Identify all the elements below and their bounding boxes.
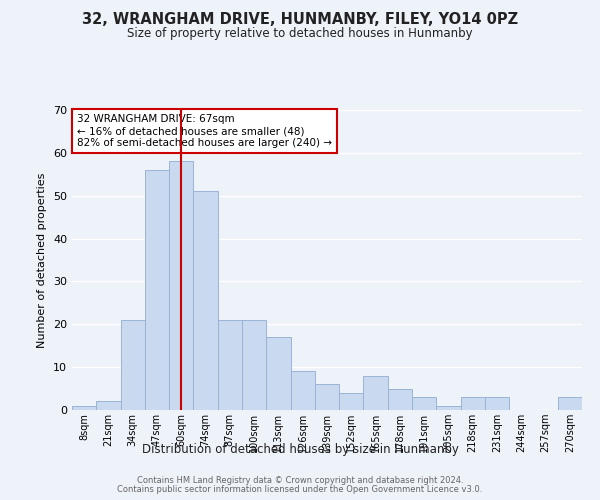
Bar [388, 388, 412, 410]
Bar [339, 393, 364, 410]
Bar [290, 372, 315, 410]
Bar [485, 397, 509, 410]
Bar [364, 376, 388, 410]
Text: Contains public sector information licensed under the Open Government Licence v3: Contains public sector information licen… [118, 485, 482, 494]
Text: 32 WRANGHAM DRIVE: 67sqm
← 16% of detached houses are smaller (48)
82% of semi-d: 32 WRANGHAM DRIVE: 67sqm ← 16% of detach… [77, 114, 332, 148]
Text: Size of property relative to detached houses in Hunmanby: Size of property relative to detached ho… [127, 28, 473, 40]
Text: Contains HM Land Registry data © Crown copyright and database right 2024.: Contains HM Land Registry data © Crown c… [137, 476, 463, 485]
Bar [315, 384, 339, 410]
Bar [218, 320, 242, 410]
Y-axis label: Number of detached properties: Number of detached properties [37, 172, 47, 348]
Text: Distribution of detached houses by size in Hunmanby: Distribution of detached houses by size … [142, 442, 458, 456]
Bar [461, 397, 485, 410]
Bar [72, 406, 96, 410]
Bar [558, 397, 582, 410]
Bar [193, 192, 218, 410]
Bar [96, 402, 121, 410]
Text: 32, WRANGHAM DRIVE, HUNMANBY, FILEY, YO14 0PZ: 32, WRANGHAM DRIVE, HUNMANBY, FILEY, YO1… [82, 12, 518, 28]
Bar [412, 397, 436, 410]
Bar [145, 170, 169, 410]
Bar [436, 406, 461, 410]
Bar [169, 162, 193, 410]
Bar [266, 337, 290, 410]
Bar [242, 320, 266, 410]
Bar [121, 320, 145, 410]
